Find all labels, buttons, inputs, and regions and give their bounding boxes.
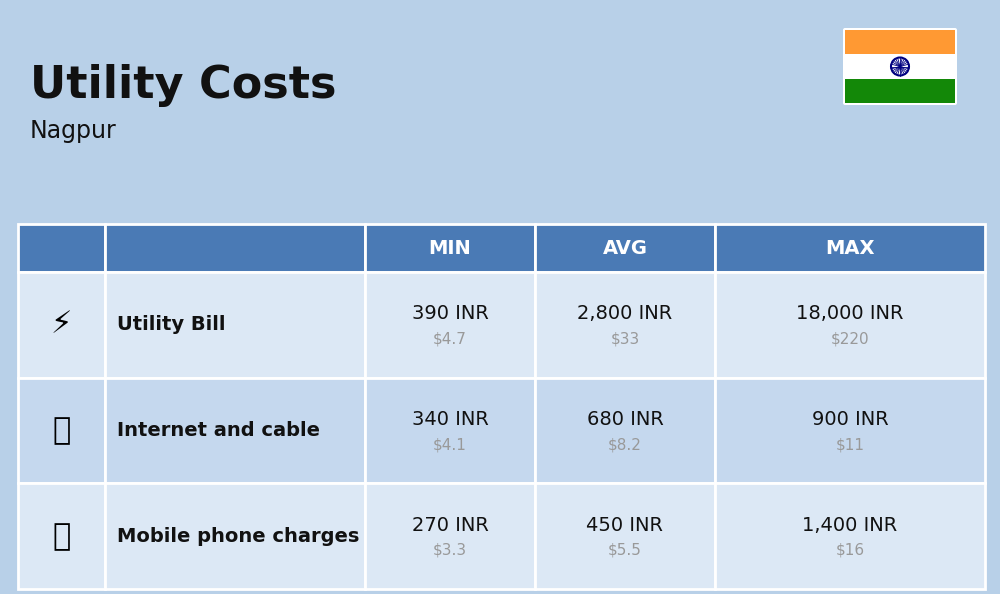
Text: Utility Costs: Utility Costs	[30, 64, 336, 107]
Text: 680 INR: 680 INR	[587, 410, 663, 429]
FancyBboxPatch shape	[28, 502, 96, 570]
Bar	[18, 484, 105, 589]
Bar	[18, 378, 105, 484]
FancyBboxPatch shape	[28, 397, 96, 465]
Bar	[845, 54, 955, 78]
Bar	[365, 378, 535, 484]
Bar	[105, 272, 365, 378]
Bar	[365, 484, 535, 589]
Text: $5.5: $5.5	[608, 543, 642, 558]
Bar	[535, 272, 715, 378]
Text: AVG: AVG	[602, 239, 648, 258]
Text: $4.7: $4.7	[433, 331, 467, 346]
Bar	[535, 484, 715, 589]
Text: $220: $220	[831, 331, 869, 346]
Bar	[715, 224, 985, 272]
Bar	[715, 484, 985, 589]
Bar	[845, 78, 955, 103]
Text: 📶: 📶	[52, 416, 71, 445]
Bar	[535, 224, 715, 272]
Text: MAX: MAX	[825, 239, 875, 258]
Text: 18,000 INR: 18,000 INR	[796, 304, 904, 323]
Text: 2,800 INR: 2,800 INR	[577, 304, 673, 323]
Bar	[845, 30, 955, 54]
Text: Nagpur: Nagpur	[30, 119, 117, 143]
Text: ⚡: ⚡	[51, 310, 72, 339]
Text: 340 INR: 340 INR	[412, 410, 488, 429]
Text: 270 INR: 270 INR	[412, 516, 488, 535]
Bar	[365, 224, 535, 272]
Text: MIN: MIN	[429, 239, 471, 258]
Text: $33: $33	[610, 331, 640, 346]
Text: $3.3: $3.3	[433, 543, 467, 558]
Text: 390 INR: 390 INR	[412, 304, 488, 323]
Text: Internet and cable: Internet and cable	[117, 421, 320, 440]
Bar	[18, 224, 105, 272]
Bar	[105, 484, 365, 589]
Bar	[715, 378, 985, 484]
Text: Mobile phone charges: Mobile phone charges	[117, 527, 359, 546]
Bar	[105, 378, 365, 484]
FancyBboxPatch shape	[843, 28, 957, 105]
FancyBboxPatch shape	[28, 291, 96, 359]
Text: $8.2: $8.2	[608, 437, 642, 452]
Text: $11: $11	[836, 437, 864, 452]
Bar	[105, 224, 365, 272]
Text: Utility Bill: Utility Bill	[117, 315, 226, 334]
Text: 📱: 📱	[52, 522, 71, 551]
Bar	[715, 272, 985, 378]
Text: 450 INR: 450 INR	[586, 516, 664, 535]
Bar	[365, 272, 535, 378]
Text: $16: $16	[835, 543, 865, 558]
Text: 1,400 INR: 1,400 INR	[802, 516, 898, 535]
Bar	[18, 272, 105, 378]
Bar	[535, 378, 715, 484]
Text: $4.1: $4.1	[433, 437, 467, 452]
Text: 900 INR: 900 INR	[812, 410, 888, 429]
